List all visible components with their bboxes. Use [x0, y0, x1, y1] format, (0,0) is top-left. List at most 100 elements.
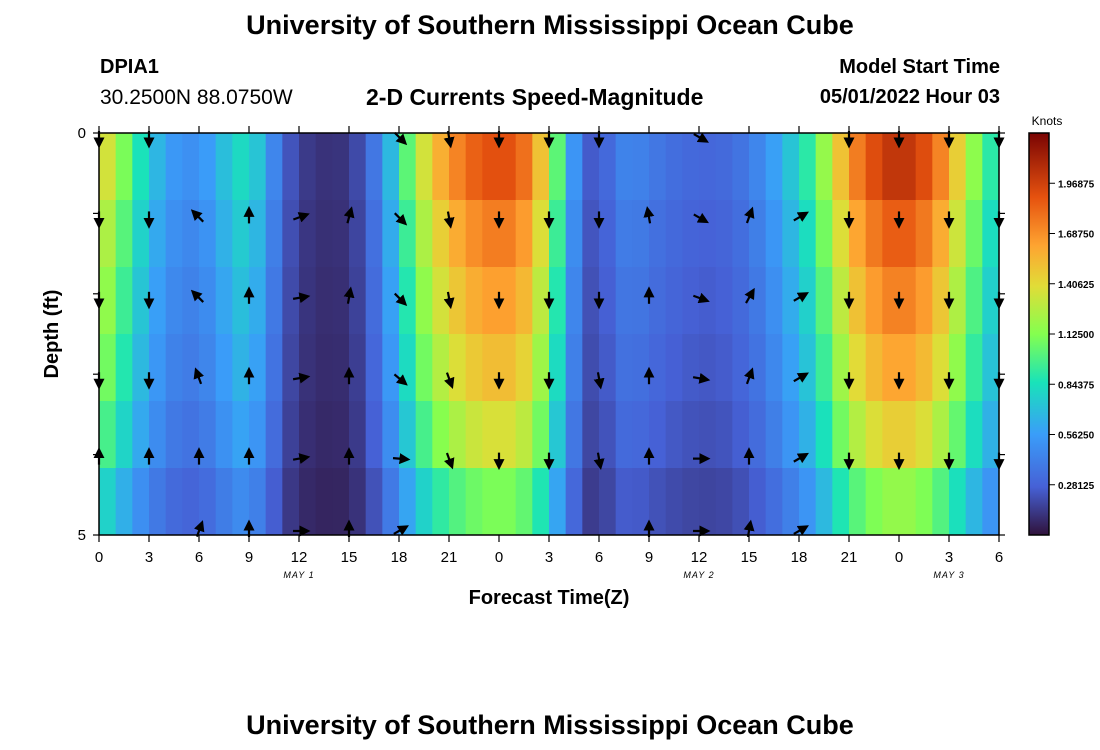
heatmap-cell: [782, 133, 800, 201]
heatmap-cell: [249, 334, 267, 402]
current-arrow: [190, 209, 205, 223]
heatmap-cell: [815, 334, 833, 402]
heatmap-cell: [665, 200, 683, 268]
heatmap-cell: [499, 401, 517, 469]
x-tick-label: 21: [841, 549, 858, 566]
heatmap-cell: [732, 468, 750, 536]
heatmap-cell: [982, 334, 1000, 402]
heatmap-cell: [965, 133, 983, 201]
heatmap-cell: [932, 200, 950, 268]
colorbar: Knots 1.96875 1.68750 1.40625 1.12500 0.8437…: [1028, 114, 1095, 536]
heatmap-cell: [649, 334, 667, 402]
heatmap-cell: [399, 200, 417, 268]
heatmap-cell: [665, 133, 683, 201]
heatmap-cell: [932, 401, 950, 469]
current-arrow: [643, 206, 655, 224]
heatmap-cell: [565, 267, 583, 335]
current-arrow: [793, 525, 809, 536]
x-tick-label: 6: [195, 549, 203, 566]
heatmap-cell: [699, 401, 717, 469]
heatmap-cell: [799, 401, 817, 469]
heatmap-cell: [715, 334, 733, 402]
heatmap-cell: [582, 267, 600, 335]
heatmap-cell: [399, 468, 417, 536]
heatmap-cell: [965, 468, 983, 536]
heatmap-cell: [865, 267, 883, 335]
heatmap-cell: [499, 334, 517, 402]
heatmap-cell: [582, 200, 600, 268]
heatmap-cell: [282, 468, 300, 536]
heatmap-cell: [649, 267, 667, 335]
heatmap-cell: [899, 133, 917, 201]
heatmap-cell: [849, 468, 867, 536]
current-arrow: [593, 452, 605, 470]
heatmap-cell: [632, 200, 650, 268]
heatmap-cell: [532, 267, 550, 335]
heatmap-cell: [432, 133, 450, 201]
heatmap-cell: [749, 267, 767, 335]
station-coordinates: 30.2500N 88.0750W: [100, 86, 293, 109]
heatmap-cell: [749, 200, 767, 268]
current-arrow: [343, 286, 355, 304]
model-start-label: Model Start Time: [839, 56, 1000, 78]
heatmap-cell: [765, 334, 783, 402]
current-arrow: [392, 453, 411, 465]
current-arrow: [793, 211, 809, 222]
y-axis-label: Depth (ft): [41, 290, 63, 379]
heatmap-cell: [99, 334, 117, 402]
colorbar-tick-label: 1.40625: [1058, 280, 1095, 291]
colorbar-tick-label: 1.68750: [1058, 230, 1095, 241]
heatmap-cell: [449, 267, 467, 335]
heatmap-cell: [132, 401, 150, 469]
current-arrow: [692, 372, 711, 384]
heatmap-cell: [749, 334, 767, 402]
heatmap-cell: [349, 133, 367, 201]
heatmap-cell: [549, 401, 567, 469]
heatmap-cell: [182, 267, 200, 335]
heatmap-cell: [449, 133, 467, 201]
x-axis: 0 3 6 9 12 15 18 21 0 3 6 9 12 15 18 21 0 3 6 MAY 1 MAY 2 MAY…: [95, 126, 1003, 580]
heatmap-cell: [165, 133, 183, 201]
heatmap-cell: [499, 200, 517, 268]
heatmap-cell: [799, 468, 817, 536]
heatmap-cell: [465, 468, 483, 536]
heatmap-cell: [265, 200, 283, 268]
heatmap-cell: [465, 334, 483, 402]
current-arrow: [693, 212, 709, 224]
heatmap-cell: [199, 401, 217, 469]
heatmap-cell: [715, 401, 733, 469]
heatmap-cell: [149, 267, 167, 335]
heatmap-cell: [432, 200, 450, 268]
heatmap-cell: [715, 133, 733, 201]
heatmap-cell: [482, 468, 500, 536]
heatmap-cell: [399, 401, 417, 469]
heatmap-cell: [299, 133, 317, 201]
heatmap-cell: [565, 401, 583, 469]
heatmap-cell: [915, 200, 933, 268]
heatmap-cell: [832, 401, 850, 469]
heatmap-cell: [265, 334, 283, 402]
x-tick-label: 18: [391, 549, 408, 566]
heatmap-cell: [665, 267, 683, 335]
heatmap-cell: [449, 334, 467, 402]
heatmap-cell: [449, 200, 467, 268]
heatmap-cell: [249, 200, 267, 268]
heatmap-cell: [282, 401, 300, 469]
heatmap-cell: [349, 401, 367, 469]
heatmap-cell: [882, 200, 900, 268]
heatmap-cell: [782, 200, 800, 268]
heatmap-cell: [549, 267, 567, 335]
heatmap-cell: [332, 334, 350, 402]
heatmap-cell: [765, 200, 783, 268]
heatmap-cell: [532, 200, 550, 268]
current-arrow: [393, 525, 409, 536]
heatmap-cell: [132, 468, 150, 536]
heatmap-cell: [215, 468, 233, 536]
heatmap-cell: [149, 133, 167, 201]
heatmap-cell: [882, 468, 900, 536]
heatmap-cell: [332, 133, 350, 201]
heatmap-cell: [365, 334, 383, 402]
heatmap-cell: [565, 334, 583, 402]
heatmap-cell: [915, 401, 933, 469]
